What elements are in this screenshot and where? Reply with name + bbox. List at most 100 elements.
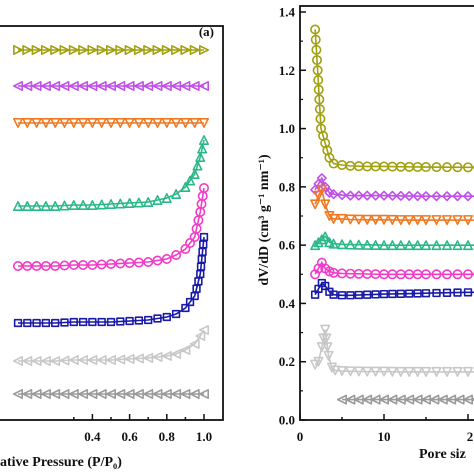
pore-size-series-7 [310, 324, 474, 377]
pore-size-point [370, 366, 381, 377]
isotherm-point [59, 260, 70, 271]
pore-size-point [316, 173, 327, 184]
isotherm-point [22, 81, 33, 91]
pore-size-series-group [310, 24, 474, 405]
isotherm-series-line [18, 187, 205, 267]
isotherm-point [68, 118, 79, 128]
pore-size-point [345, 239, 356, 250]
pore-size-point [313, 356, 324, 367]
pore-size-point [363, 290, 372, 299]
pore-size-series-line [314, 187, 474, 221]
pore-size-point [463, 366, 473, 377]
isotherm-point [13, 118, 23, 128]
pore-size-point [337, 239, 347, 250]
isotherm-point [161, 351, 172, 361]
pore-size-point [404, 190, 415, 201]
isotherm-point [13, 260, 23, 271]
pore-size-point [421, 289, 431, 298]
pore-size-point [463, 288, 473, 297]
pore-size-axes-frame [299, 5, 474, 421]
isotherm-point [199, 325, 209, 335]
pore-size-plot-border [299, 5, 474, 421]
pore-size-point [321, 281, 330, 291]
pore-size-point [345, 366, 356, 377]
isotherm-point [97, 317, 106, 327]
pore-size-point [362, 239, 373, 250]
pore-size-point [387, 366, 398, 377]
isotherm-point [22, 118, 33, 128]
pore-size-point [316, 234, 327, 245]
isotherm-point [124, 198, 135, 208]
pore-size-y-tick-label: 1.0 [279, 121, 295, 136]
pore-size-point [452, 269, 463, 280]
isotherm-point [22, 260, 33, 271]
pore-size-point [442, 240, 452, 251]
pore-size-point [314, 94, 325, 105]
isotherm-point [31, 201, 42, 211]
pore-size-point [413, 289, 422, 298]
isotherm-point [40, 356, 51, 366]
isotherm-point [106, 317, 116, 327]
pore-size-point [337, 291, 347, 300]
isotherm-point [161, 81, 172, 91]
isotherm-point [96, 355, 107, 365]
pore-size-x-tick-label: 10 [378, 429, 391, 444]
pore-size-point [371, 290, 380, 299]
pore-size-point [452, 191, 463, 202]
isotherm-point [115, 354, 126, 365]
isotherm-point [133, 353, 144, 364]
isotherm-point [180, 81, 191, 91]
pore-size-point [387, 214, 398, 225]
isotherm-x-tick-label: 0.6 [121, 429, 138, 444]
isotherm-point [87, 355, 98, 365]
pore-size-point [387, 240, 398, 251]
isotherm-point [133, 45, 144, 55]
isotherm-point [78, 389, 89, 399]
pore-size-y-tick-label: 0.2 [279, 354, 295, 369]
pore-size-point [324, 266, 335, 277]
isotherm-series-line [18, 139, 205, 207]
pore-size-point [442, 366, 452, 377]
isotherm-point [106, 258, 117, 269]
pore-size-point [431, 240, 442, 251]
pore-size-point [441, 269, 452, 280]
pore-size-point [420, 269, 431, 280]
pore-size-y-tick-label: 0.8 [279, 179, 296, 194]
panel-label-a: (a) [199, 24, 214, 39]
isotherm-point [31, 45, 42, 55]
isotherm-point [59, 200, 70, 211]
pore-size-point [353, 214, 364, 225]
pore-size-point [421, 191, 431, 202]
isotherm-point [31, 81, 42, 91]
pore-size-point [323, 350, 334, 361]
isotherm-point [40, 118, 51, 128]
isotherm-point [115, 389, 126, 399]
isotherm-axes-frame [0, 25, 224, 421]
isotherm-point [133, 197, 144, 208]
pore-size-point [314, 104, 325, 115]
pore-size-point [321, 333, 332, 344]
isotherm-point [96, 259, 107, 270]
isotherm-point [189, 81, 200, 91]
pore-size-point [431, 162, 442, 173]
pore-size-point [313, 84, 324, 95]
pore-size-point [452, 240, 463, 251]
pore-size-point [362, 366, 373, 377]
isotherm-point [144, 315, 153, 325]
isotherm-point [133, 81, 144, 91]
isotherm-point [115, 81, 126, 91]
isotherm-point [115, 198, 126, 209]
pore-size-point [370, 190, 381, 201]
isotherm-point [171, 118, 182, 128]
pore-size-point [412, 215, 423, 226]
isotherm-point [78, 45, 89, 55]
isotherm-point [180, 182, 191, 192]
isotherm-point [124, 257, 135, 268]
isotherm-point [13, 201, 23, 211]
isotherm-point [59, 45, 70, 55]
isotherm-point [161, 45, 172, 55]
isotherm-plot-border [0, 25, 224, 421]
isotherm-point [22, 45, 33, 55]
isotherm-point [31, 389, 42, 399]
isotherm-point [22, 389, 33, 399]
